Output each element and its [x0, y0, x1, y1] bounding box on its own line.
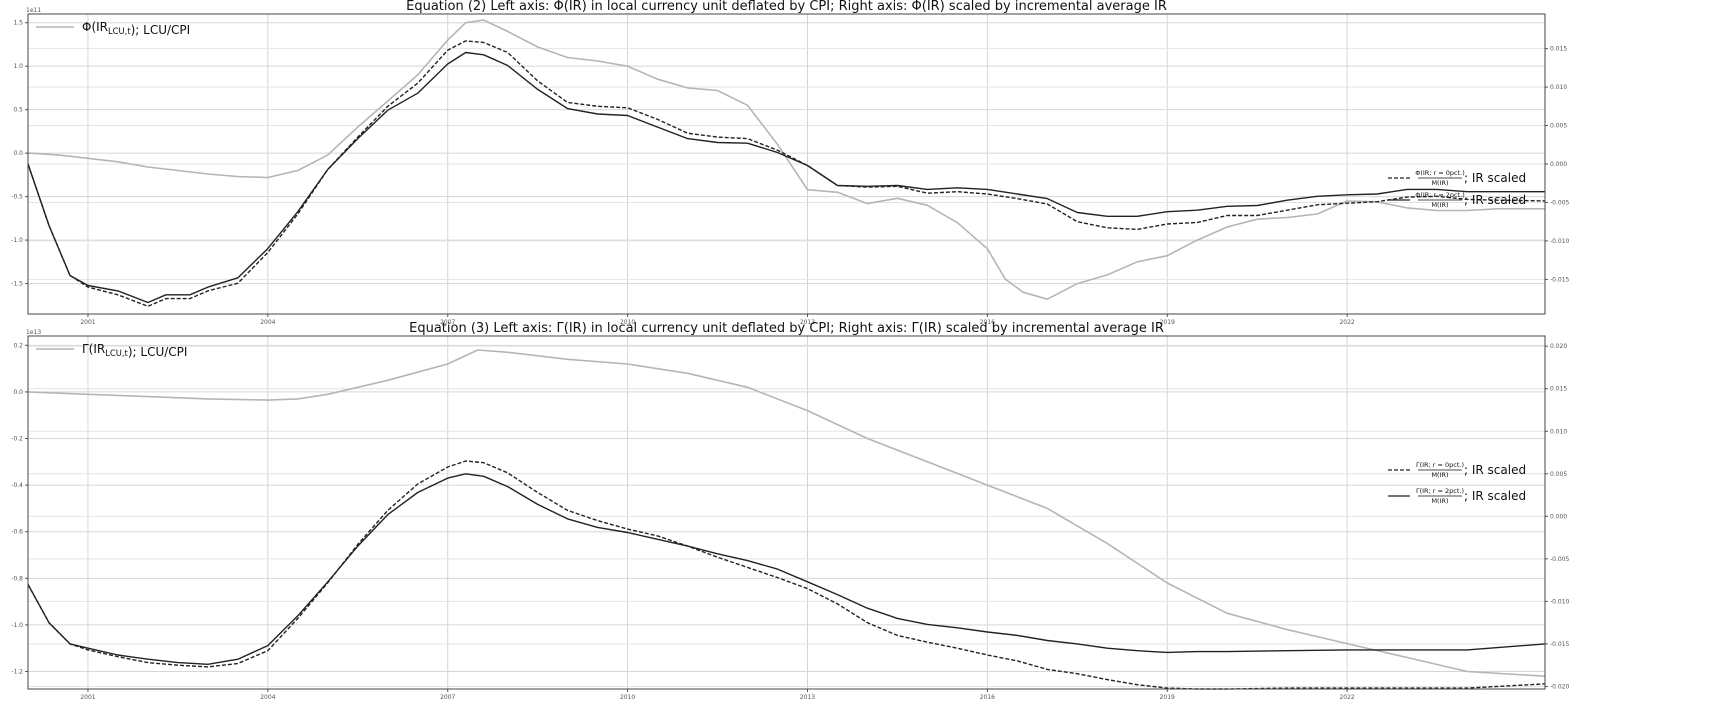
right-tick-label: 0.015 — [1550, 46, 1567, 53]
left-tick-label: -0.4 — [11, 482, 23, 489]
chart-panel-1: Equation (2) Left axis: Φ(IR) in local c… — [11, 0, 1569, 326]
legend-numerator: Φ(IR; r = 0pct.) — [1415, 169, 1465, 177]
right-tick-label: 0.000 — [1550, 513, 1567, 520]
series-line-3 — [27, 51, 1545, 304]
x-tick-label: 2019 — [1160, 694, 1175, 701]
x-tick-label: 2001 — [80, 319, 95, 326]
legend-suffix: ; IR scaled — [1464, 193, 1526, 207]
left-tick-label: 0.5 — [13, 107, 23, 114]
x-tick-label: 2004 — [260, 319, 275, 326]
left-axis-offset: 1e13 — [26, 329, 41, 336]
legend-label: Φ(IRLCU,t); LCU/CPI — [82, 20, 190, 37]
x-tick-label: 2007 — [440, 694, 455, 701]
left-tick-label: -1.0 — [11, 237, 23, 244]
right-tick-label: 0.010 — [1550, 84, 1567, 91]
chart-panel-2: Equation (3) Left axis: Γ(IR) in local c… — [11, 321, 1569, 701]
right-tick-label: 0.010 — [1550, 428, 1567, 435]
left-axis-offset: 1e11 — [26, 7, 41, 14]
chart-title: Equation (2) Left axis: Φ(IR) in local c… — [406, 0, 1167, 14]
x-tick-label: 2022 — [1339, 319, 1354, 326]
right-tick-label: -0.015 — [1550, 276, 1570, 283]
chart-title: Equation (3) Left axis: Γ(IR) in local c… — [409, 321, 1164, 336]
right-tick-label: -0.005 — [1550, 199, 1570, 206]
left-tick-label: -0.8 — [11, 575, 23, 582]
legend-numerator: Γ(IR; r = 0pct.) — [1416, 461, 1464, 469]
right-tick-label: -0.005 — [1550, 556, 1570, 563]
left-tick-label: 1.0 — [13, 63, 23, 70]
series-line-2 — [27, 40, 1546, 307]
legend-numerator: Φ(IR; r = 2pct.) — [1415, 191, 1465, 199]
right-tick-label: 0.020 — [1550, 343, 1567, 350]
plot-frame — [27, 13, 1546, 315]
legend-denominator: M(IR) — [1431, 497, 1448, 505]
legend-suffix: ; IR scaled — [1464, 171, 1526, 185]
series-line-3 — [27, 473, 1546, 665]
right-tick-label: -0.015 — [1550, 641, 1570, 648]
x-tick-label: 2010 — [620, 319, 635, 326]
legend-denominator: M(IR) — [1431, 179, 1448, 187]
right-tick-label: 0.005 — [1550, 123, 1567, 130]
x-tick-label: 2022 — [1339, 694, 1354, 701]
left-tick-label: -1.5 — [11, 281, 23, 288]
x-tick-label: 2019 — [1160, 319, 1175, 326]
x-tick-label: 2007 — [440, 319, 455, 326]
legend-top-left: Φ(IRLCU,t); LCU/CPI — [36, 20, 190, 37]
left-tick-label: -1.2 — [11, 669, 23, 676]
left-tick-label: -0.5 — [11, 194, 23, 201]
x-tick-label: 2013 — [800, 694, 815, 701]
x-tick-label: 2016 — [980, 694, 995, 701]
legend-label: Γ(IRLCU,t); LCU/CPI — [82, 342, 187, 359]
plot-frame — [27, 335, 1546, 690]
left-tick-label: -0.2 — [11, 436, 23, 443]
x-tick-label: 2016 — [980, 319, 995, 326]
legend-denominator: M(IR) — [1431, 201, 1448, 209]
right-tick-label: -0.010 — [1550, 238, 1570, 245]
legend-numerator: Γ(IR; r = 2pct.) — [1416, 487, 1464, 495]
x-tick-label: 2001 — [80, 694, 95, 701]
left-tick-label: -0.6 — [11, 529, 23, 536]
series-line-1 — [27, 19, 1545, 300]
left-tick-label: 1.5 — [13, 20, 23, 27]
left-tick-label: 0.0 — [13, 389, 23, 396]
right-tick-label: 0.005 — [1550, 471, 1567, 478]
legend-suffix: ; IR scaled — [1464, 463, 1526, 477]
right-tick-label: 0.000 — [1550, 161, 1567, 168]
x-tick-label: 2013 — [800, 319, 815, 326]
left-tick-label: 0.2 — [13, 342, 23, 349]
right-tick-label: 0.015 — [1550, 386, 1567, 393]
left-tick-label: -1.0 — [11, 622, 23, 629]
right-tick-label: -0.010 — [1550, 598, 1570, 605]
legend-top-left: Γ(IRLCU,t); LCU/CPI — [36, 342, 187, 359]
left-tick-label: 0.0 — [13, 150, 23, 157]
x-tick-label: 2004 — [260, 694, 275, 701]
legend-denominator: M(IR) — [1431, 471, 1448, 479]
right-tick-label: -0.020 — [1550, 683, 1570, 690]
series-line-1 — [27, 349, 1546, 677]
series-line-2 — [27, 460, 1546, 690]
legend-suffix: ; IR scaled — [1464, 489, 1526, 503]
x-tick-label: 2010 — [620, 694, 635, 701]
